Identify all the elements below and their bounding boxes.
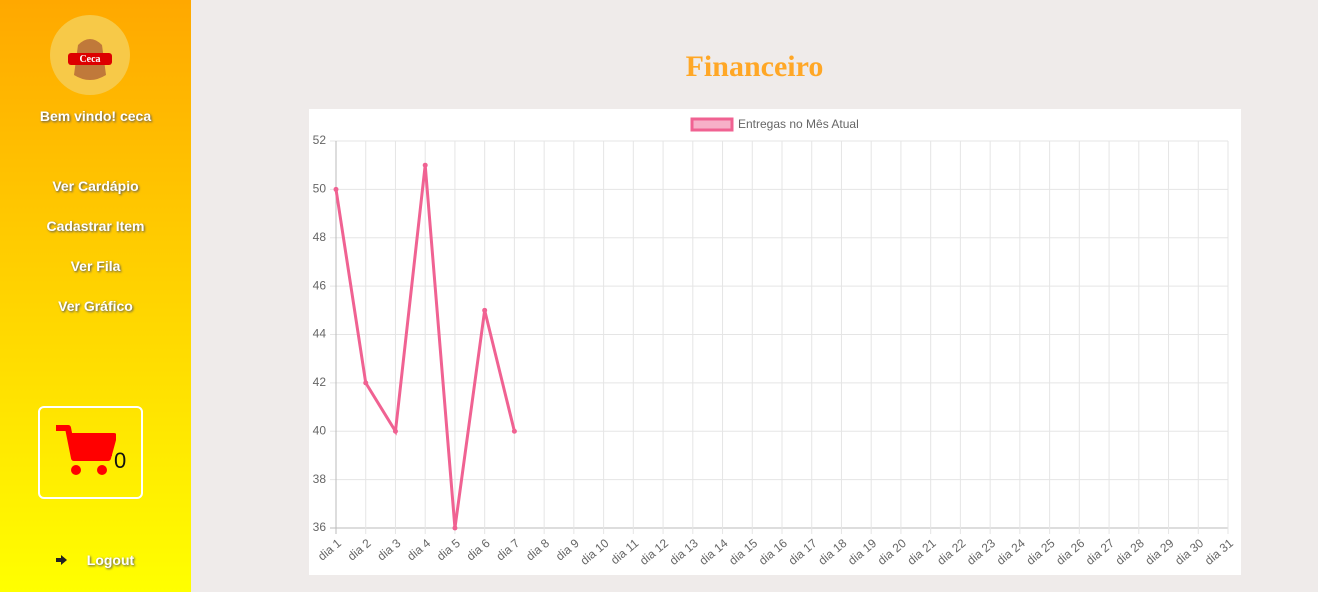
y-tick-label: 38 <box>313 472 327 486</box>
point <box>392 428 398 434</box>
sidebar: Ceca Bem vindo! ceca Ver Cardápio Cadast… <box>0 0 191 592</box>
y-tick-label: 36 <box>313 520 327 534</box>
point <box>511 428 517 434</box>
legend-swatch <box>690 117 734 132</box>
point <box>422 162 428 168</box>
logout[interactable]: Logout <box>86 552 135 568</box>
y-tick-label: 46 <box>313 278 327 292</box>
menu-item[interactable]: Ver Fila <box>70 258 121 274</box>
point <box>482 307 488 313</box>
cart-button[interactable]: 0 <box>38 406 143 499</box>
y-tick-label: 48 <box>313 230 327 244</box>
point <box>452 525 458 531</box>
cart-icon <box>56 425 116 475</box>
menu-item[interactable]: Ver Cardápio <box>52 178 139 194</box>
y-tick-label: 50 <box>313 182 327 196</box>
point <box>333 186 339 192</box>
logo: Ceca <box>50 15 130 95</box>
greeting: Bem vindo! ceca <box>39 108 152 124</box>
menu-item[interactable]: Ver Gráfico <box>58 298 133 314</box>
menu-item[interactable]: Cadastrar Item <box>46 218 145 234</box>
y-tick-label: 42 <box>313 375 327 389</box>
point <box>363 380 369 386</box>
y-tick-label: 40 <box>313 423 327 437</box>
logo-text: Ceca <box>79 54 100 65</box>
y-tick-label: 44 <box>313 327 327 341</box>
legend-label: Entregas no Mês Atual <box>738 117 859 131</box>
cart-count: 0 <box>114 448 127 473</box>
page-title: Financeiro <box>685 50 824 83</box>
chart-bg <box>309 109 1241 575</box>
y-tick-label: 52 <box>313 133 327 147</box>
logout-icon <box>56 555 67 565</box>
